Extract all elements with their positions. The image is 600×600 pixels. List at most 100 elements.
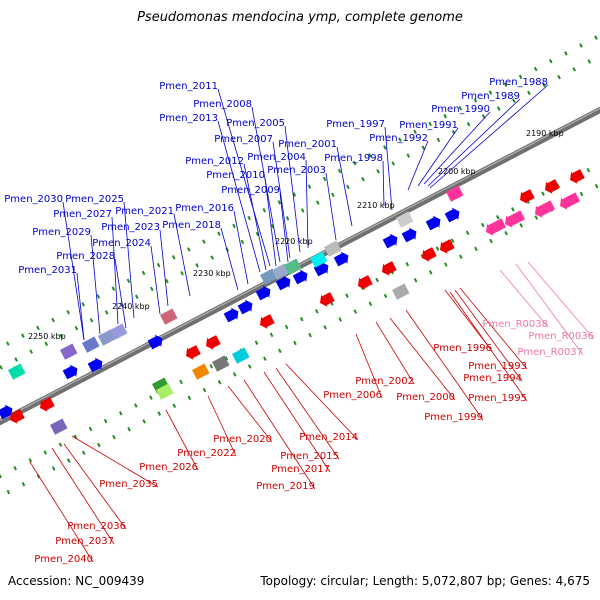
forward-gene-label-leader <box>114 258 127 329</box>
tick-mark-2 <box>149 395 153 400</box>
tick-mark-1 <box>300 208 305 213</box>
forward-gene-label-leader <box>90 234 101 335</box>
reverse-gene-label-leader <box>227 385 273 443</box>
tick-mark-0 <box>36 325 40 331</box>
tick-mark-3 <box>97 442 101 448</box>
forward-gene-label-leader <box>305 159 309 249</box>
forward-gene-label: Pmen_2025 <box>65 194 124 205</box>
forward-gene-label: Pmen_2007 <box>214 134 273 145</box>
tick-mark-0 <box>141 270 146 276</box>
feature-box <box>310 251 328 268</box>
tick-mark-0 <box>292 192 297 197</box>
rna-gene-arrow-shape <box>535 200 556 218</box>
forward-gene-label-leader <box>384 126 393 211</box>
forward-gene-arrow-shape <box>147 334 163 350</box>
tick-mark-3 <box>594 183 599 189</box>
tick-mark-2 <box>13 465 17 471</box>
reverse-gene-arrow-shape <box>40 397 55 412</box>
tick-mark-2 <box>269 332 274 338</box>
forward-gene-label-leader <box>243 163 267 271</box>
tick-mark-1 <box>436 137 441 143</box>
forward-gene-label: Pmen_2005 <box>226 118 285 129</box>
scale-label: 2240 kbp <box>112 302 150 311</box>
tick-mark-1 <box>59 333 64 339</box>
tick-mark-1 <box>285 216 290 221</box>
tick-mark-2 <box>345 293 349 298</box>
tick-mark-0 <box>171 255 176 260</box>
tick-mark-3 <box>428 270 433 275</box>
tick-mark-3 <box>217 379 222 385</box>
forward-gene-arrow <box>62 364 78 380</box>
tick-mark-2 <box>88 426 93 432</box>
feature-box <box>8 363 26 380</box>
reverse-gene-label-leader <box>29 461 94 563</box>
forward-gene-arrow <box>425 215 441 231</box>
forward-gene-label-leader <box>111 216 119 325</box>
reverse-gene-label: Pmen_2020 <box>213 434 272 445</box>
forward-gene-label-leader <box>62 201 85 341</box>
rna-gene-arrow-shape <box>505 210 526 228</box>
forward-gene-arrow-shape <box>87 357 103 373</box>
tick-mark-0 <box>156 262 161 268</box>
forward-gene-label: Pmen_1988 <box>489 77 548 88</box>
reverse-gene-arrow-shape <box>520 189 535 204</box>
reverse-gene-label: Pmen_2002 <box>355 376 414 387</box>
reverse-gene-label: Pmen_2022 <box>177 448 236 459</box>
tick-mark-3 <box>112 434 116 440</box>
tick-mark-3 <box>504 230 508 236</box>
forward-gene-arrow-shape <box>255 285 271 301</box>
forward-gene-label-leader <box>150 245 161 315</box>
reverse-gene-label: Pmen_1999 <box>424 412 483 423</box>
forward-gene-arrow-shape <box>275 275 291 291</box>
forward-gene-label-leader <box>336 146 353 227</box>
tick-mark-3 <box>308 332 312 338</box>
reverse-gene-arrow-shape <box>260 314 275 329</box>
tick-mark-3 <box>474 246 478 252</box>
tick-mark-0 <box>413 129 417 135</box>
tick-mark-0 <box>383 145 387 150</box>
tick-mark-0 <box>564 51 568 56</box>
forward-gene-arrow-shape <box>333 251 349 267</box>
forward-gene-label: Pmen_1998 <box>324 153 383 164</box>
tick-mark-3 <box>232 372 237 377</box>
forward-gene-label-leader <box>264 177 277 267</box>
rna-gene-arrow-shape <box>560 192 581 210</box>
tick-mark-3 <box>127 427 131 432</box>
forward-gene-arrow <box>333 251 349 267</box>
forward-gene-arrow-shape <box>292 269 308 285</box>
forward-gene-label-leader <box>220 227 239 291</box>
forward-gene-label-leader <box>123 201 135 319</box>
reverse-gene-label: Pmen_2026 <box>139 462 198 473</box>
feature-box <box>284 258 302 275</box>
tick-mark-2 <box>103 418 108 424</box>
forward-gene-label-leader <box>279 192 289 263</box>
tick-mark-0 <box>337 168 342 174</box>
tick-mark-0 <box>126 278 131 284</box>
reverse-gene-arrow-shape <box>358 275 373 290</box>
forward-gene-label: Pmen_1991 <box>399 120 458 131</box>
reverse-gene-label-leader <box>355 333 383 399</box>
forward-gene-label: Pmen_2010 <box>206 170 265 181</box>
tick-mark-3 <box>489 238 493 244</box>
reverse-gene-label: Pmen_2015 <box>280 451 339 462</box>
tick-mark-1 <box>89 318 94 323</box>
tick-mark-0 <box>232 223 236 229</box>
tick-mark-2 <box>179 379 183 385</box>
tick-mark-1 <box>210 255 214 260</box>
tick-mark-3 <box>172 403 177 408</box>
forward-gene-label-leader <box>76 272 85 341</box>
feature-box <box>396 211 414 228</box>
tick-mark-3 <box>323 325 327 330</box>
tick-mark-0 <box>352 160 357 166</box>
tick-mark-3 <box>263 356 267 361</box>
feature-box <box>82 336 100 353</box>
forward-gene-label: Pmen_2009 <box>221 185 280 196</box>
forward-gene-arrow-shape <box>0 404 13 420</box>
forward-gene-label-leader <box>417 127 459 187</box>
feature-box <box>324 240 342 257</box>
reverse-gene-arrow-shape <box>422 247 437 262</box>
reverse-gene-label-leader <box>454 289 523 382</box>
genome-backbone-highlight <box>0 107 600 422</box>
